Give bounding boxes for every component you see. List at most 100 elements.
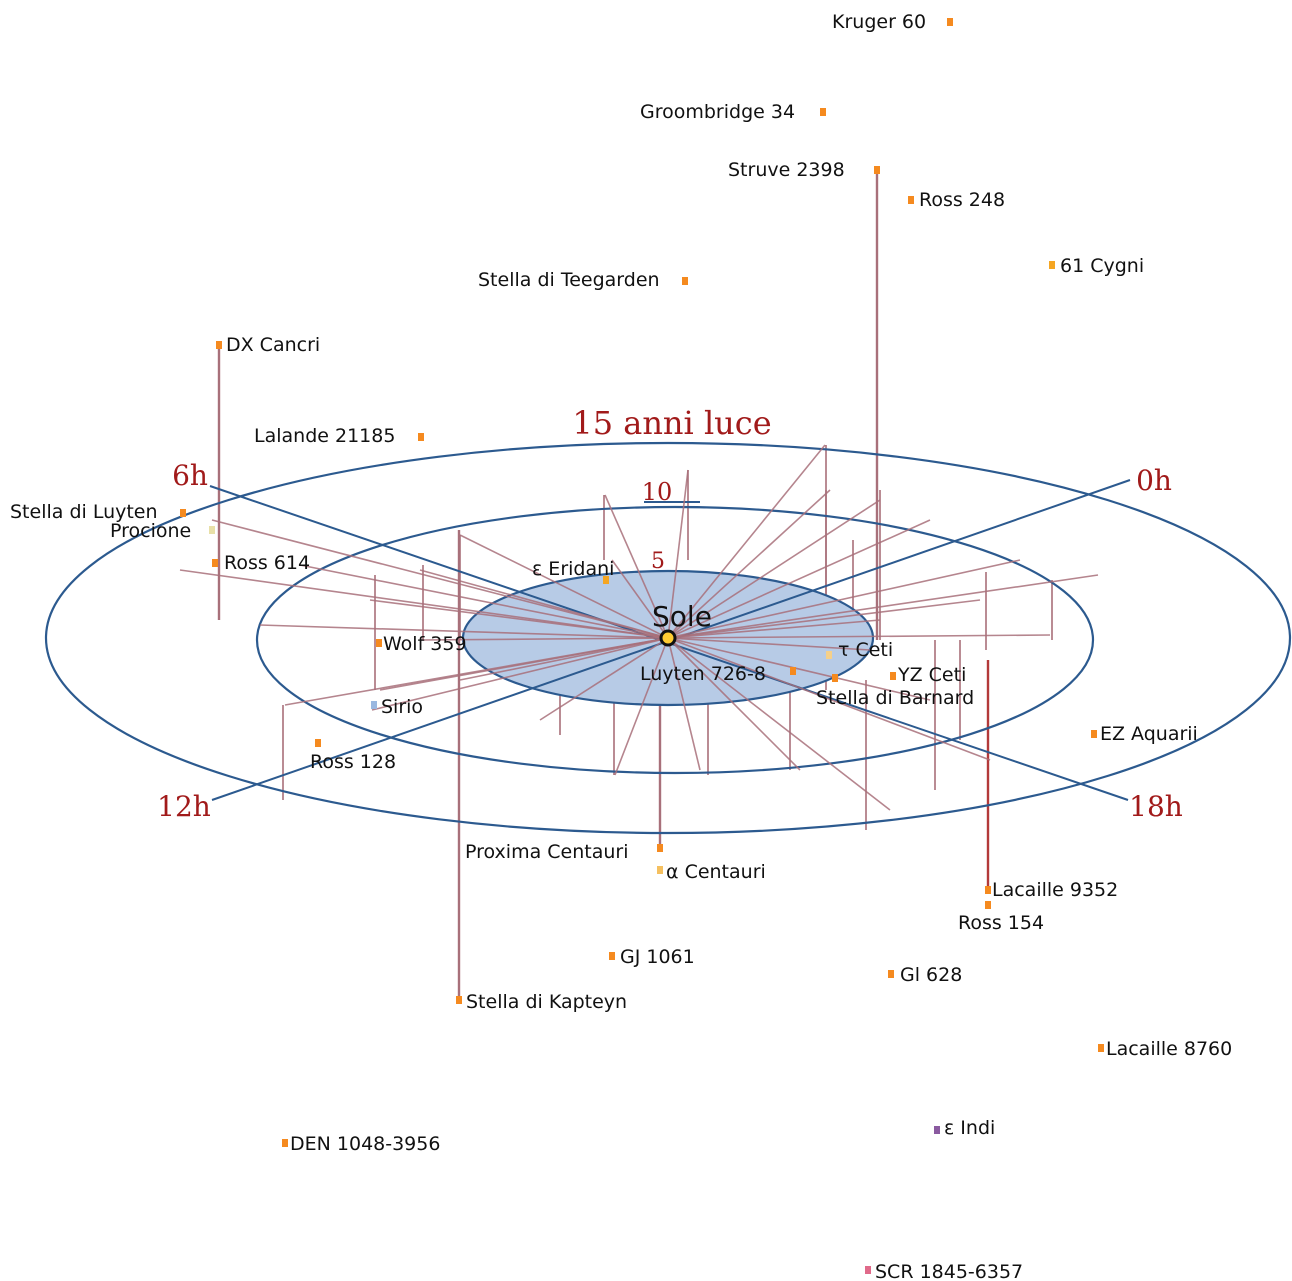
hour-label-0h: 0h [1136, 464, 1172, 497]
star-marker-ross-128[interactable] [315, 739, 321, 747]
sun-spoke-4 [259, 624, 669, 639]
sun-spoke-20 [667, 637, 931, 701]
star-label-sirio: Sirio [381, 696, 423, 718]
star-label-lacaille-8760: Lacaille 8760 [1106, 1038, 1232, 1060]
star-label-stella-di-teegarden: Stella di Teegarden [478, 269, 660, 291]
ring-label-1: 5 [651, 549, 665, 574]
star-marker-stella-di-barnard[interactable] [832, 674, 838, 682]
star-label-ez-aquarii: EZ Aquarii [1100, 723, 1198, 745]
star-marker-stella-di-kapteyn[interactable] [456, 996, 462, 1004]
sun-spoke-25 [614, 637, 669, 776]
star-marker-luyten-726-8[interactable] [790, 667, 796, 675]
star-marker-ross-248[interactable] [908, 196, 914, 204]
sun-spoke-11 [667, 489, 831, 639]
sun-spoke-29 [284, 637, 669, 706]
star-marker-procione[interactable] [209, 526, 215, 534]
sun-spoke-1 [179, 569, 669, 639]
star-marker-indi[interactable] [934, 1126, 940, 1134]
sun-spoke-31 [419, 637, 669, 641]
sun-spoke-3 [299, 564, 669, 639]
star-label-proxima-centauri: Proxima Centauri [465, 841, 629, 863]
star-marker-kruger-60[interactable] [947, 18, 953, 26]
star-marker-ceti[interactable] [826, 651, 832, 659]
star-label-luyten-726-8: Luyten 726-8 [640, 663, 766, 685]
star-label-stella-di-barnard: Stella di Barnard [816, 687, 974, 709]
star-marker-ez-aquarii[interactable] [1091, 730, 1097, 738]
star-marker-eridani[interactable] [603, 576, 609, 584]
star-marker-ross-614[interactable] [212, 559, 218, 567]
star-label-indi: ε Indi [944, 1117, 995, 1139]
sun-spoke-13 [667, 519, 931, 639]
hour-label-18h: 18h [1129, 790, 1183, 823]
ring-label-3: 15 anni luce [572, 404, 771, 442]
sun-spoke-9 [667, 469, 689, 639]
sun-spoke-8 [604, 494, 669, 639]
sun-spoke-30 [371, 637, 669, 711]
sun-spoke-21 [667, 637, 991, 761]
star-marker-sirio[interactable] [371, 701, 377, 709]
sun-spoke-23 [667, 637, 801, 771]
sun-spoke-18 [667, 619, 881, 639]
labels: 5 10 15 anni luce 0h 6h 12h 18h Kruger 60 Groomb… [10, 11, 1232, 1281]
sun-spoke-7 [459, 534, 669, 639]
star-marker-lalande-21185[interactable] [418, 433, 424, 441]
star-label-stella-di-kapteyn: Stella di Kapteyn [466, 991, 627, 1013]
star-marker-groombridge-34[interactable] [820, 108, 826, 116]
star-marker-den-1048-3956[interactable] [282, 1139, 288, 1147]
star-label-yz-ceti: YZ Ceti [897, 664, 966, 686]
sun-spoke-6 [419, 569, 669, 639]
star-marker-gl-628[interactable] [888, 970, 894, 978]
sun-spoke-22 [667, 637, 891, 811]
star-marker-gj-1061[interactable] [609, 952, 615, 960]
sun-spoke-19 [667, 637, 871, 651]
sun-spoke-16 [667, 634, 1051, 639]
star-marker-proxima-centauri[interactable] [657, 844, 663, 852]
star-label-struve-2398: Struve 2398 [728, 159, 845, 181]
sun-spoke-24 [667, 637, 701, 771]
sun-spoke-26 [539, 637, 669, 721]
star-markers [180, 18, 1104, 1274]
sun-marker[interactable] [659, 629, 677, 647]
star-marker-ross-154[interactable] [985, 901, 991, 909]
star-marker-dx-cancri[interactable] [216, 341, 222, 349]
star-label-dx-cancri: DX Cancri [226, 334, 320, 356]
star-label-procione: Procione [110, 520, 191, 542]
star-label-61-cygni: 61 Cygni [1060, 255, 1144, 277]
star-marker-scr-1845-6357[interactable] [865, 1266, 871, 1274]
star-label-eridani: ε Eridani [532, 558, 614, 580]
sun-spokes [179, 444, 1099, 811]
star-marker-centauri[interactable] [657, 866, 663, 874]
sun-spoke-5 [369, 599, 669, 639]
sun-spoke-15 [667, 574, 1099, 639]
star-label-ceti: τ Ceti [838, 639, 893, 661]
sun-spoke-17 [667, 599, 981, 639]
distance-ring-2 [255, 505, 1095, 775]
hour-label-6h: 6h [172, 459, 208, 492]
star-marker-61-cygni[interactable] [1049, 261, 1055, 269]
star-marker-stella-di-teegarden[interactable] [682, 277, 688, 285]
distance-ring-3 [44, 441, 1292, 835]
star-marker-lacaille-8760[interactable] [1098, 1044, 1104, 1052]
sun-spoke-14 [667, 559, 1021, 639]
star-label-groombridge-34: Groombridge 34 [640, 101, 795, 123]
star-marker-yz-ceti[interactable] [890, 672, 896, 680]
star-label-wolf-359: Wolf 359 [383, 633, 467, 655]
sun-spoke-32 [611, 559, 669, 639]
star-marker-wolf-359[interactable] [376, 639, 382, 647]
star-label-ross-248: Ross 248 [919, 189, 1005, 211]
hour-label-12h: 12h [157, 790, 211, 823]
sun-spoke-2 [211, 519, 669, 639]
star-label-gl-628: Gl 628 [900, 964, 962, 986]
star-label-kruger-60: Kruger 60 [832, 11, 926, 33]
sun-spoke-12 [667, 499, 881, 639]
star-marker-lacaille-9352[interactable] [985, 886, 991, 894]
sun-label: Sole [652, 600, 712, 633]
star-label-stella-di-luyten: Stella di Luyten [10, 501, 158, 523]
star-marker-struve-2398[interactable] [874, 166, 880, 174]
star-label-gj-1061: GJ 1061 [620, 946, 695, 968]
star-label-ross-614: Ross 614 [224, 552, 310, 574]
star-marker-stella-di-luyten[interactable] [180, 509, 186, 517]
star-label-ross-128: Ross 128 [310, 751, 396, 773]
star-label-scr-1845-6357: SCR 1845-6357 [875, 1261, 1023, 1281]
